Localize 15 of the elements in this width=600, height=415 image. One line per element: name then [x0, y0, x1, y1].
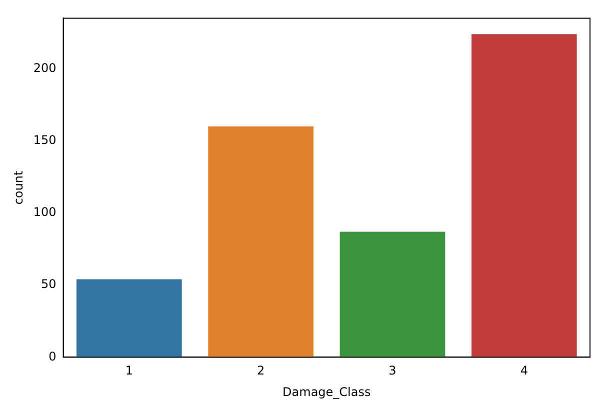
y-tick-label: 200: [33, 60, 56, 75]
bar: [76, 279, 182, 358]
x-tick-label: 3: [388, 364, 396, 378]
x-tick-label: 1: [125, 364, 133, 378]
bar: [208, 126, 314, 358]
x-tick-label: 4: [520, 364, 528, 378]
y-tick-label: 150: [33, 132, 56, 147]
y-axis-title: count: [11, 170, 26, 205]
x-axis-title: Damage_Class: [282, 384, 371, 399]
y-tick-label: 0: [48, 349, 56, 364]
y-tick-label: 100: [33, 205, 56, 220]
bar: [471, 34, 577, 358]
x-tick-label: 2: [256, 364, 265, 378]
y-tick-label: 50: [41, 277, 56, 292]
bar: [340, 232, 446, 358]
